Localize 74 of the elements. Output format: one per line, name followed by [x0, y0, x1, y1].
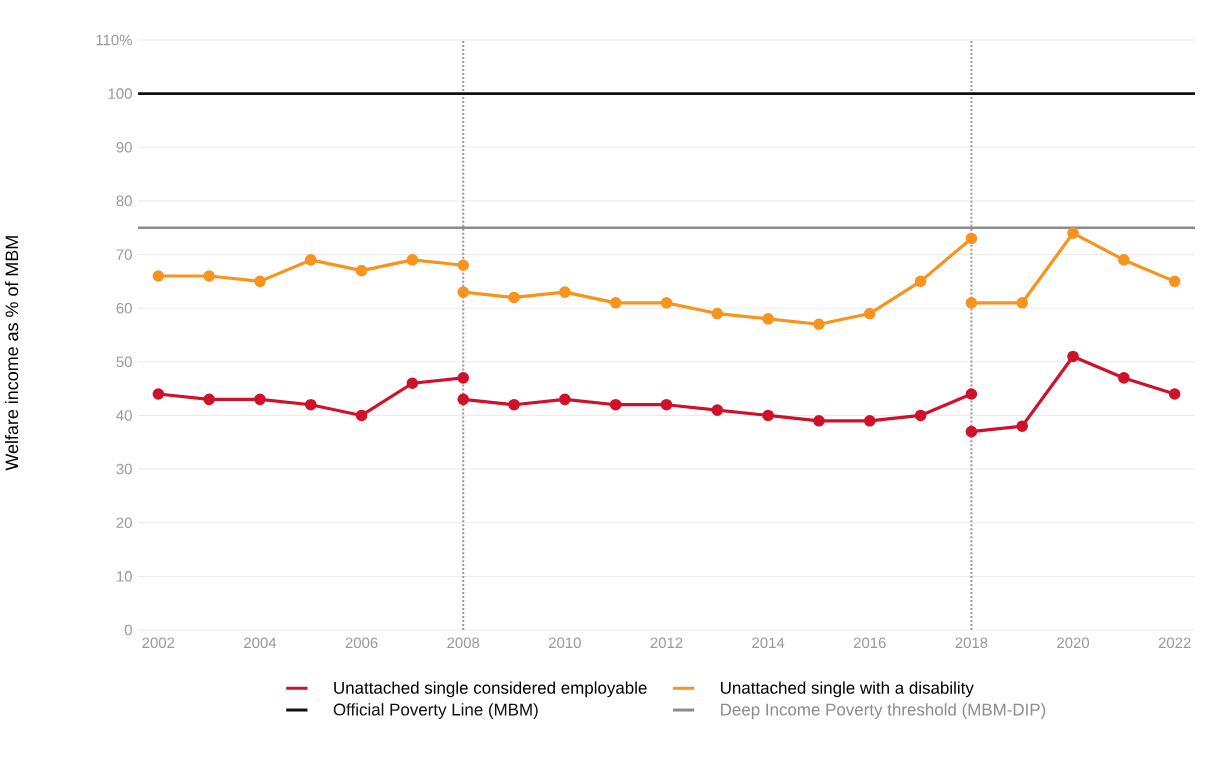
point — [711, 307, 724, 320]
point — [1067, 350, 1079, 363]
point — [406, 254, 419, 266]
x-tick-label: 2006 — [345, 637, 378, 649]
point — [813, 318, 825, 331]
point — [813, 415, 825, 427]
point — [355, 409, 368, 422]
point — [609, 297, 622, 309]
point — [304, 398, 317, 411]
point — [152, 270, 165, 282]
point — [660, 398, 673, 411]
point — [762, 409, 774, 422]
x-tick-label: 2004 — [244, 637, 277, 649]
point — [965, 232, 978, 245]
point — [203, 270, 215, 282]
y-tick-label: 20 — [116, 517, 132, 529]
point — [914, 275, 927, 288]
point — [457, 286, 470, 298]
point — [965, 388, 978, 400]
y-tick-label: 10 — [117, 571, 132, 582]
x-tick-label: 2010 — [548, 637, 581, 649]
x-tick-label: 2012 — [650, 637, 683, 649]
y-tick-label: 70 — [116, 249, 132, 260]
y-tick-label: 50 — [116, 356, 132, 368]
point — [914, 409, 927, 422]
y-tick-label: 90 — [116, 141, 132, 153]
point — [1067, 227, 1079, 239]
point — [1016, 420, 1029, 432]
x-tick-label: 2016 — [853, 637, 886, 649]
point — [965, 297, 978, 309]
point — [508, 398, 520, 411]
point — [660, 297, 673, 309]
x-tick-label: 2022 — [1158, 637, 1191, 649]
point — [863, 307, 876, 320]
y-tick-label: 0 — [124, 624, 132, 636]
legend-label: Unattached single considered employable — [334, 681, 647, 698]
x-tick-label: 2020 — [1057, 637, 1090, 649]
point — [1118, 254, 1130, 266]
point — [304, 254, 317, 266]
legend-label: Official Poverty Line (MBM) — [333, 703, 538, 719]
x-tick-label: 2008 — [447, 637, 480, 649]
point — [457, 259, 470, 272]
y-tick-label: 60 — [116, 302, 132, 314]
point — [254, 393, 266, 406]
x-tick-label: 2002 — [142, 637, 175, 649]
point — [965, 425, 978, 438]
y-axis-title: Welfare income as % of MBM — [5, 236, 19, 471]
legend-label: Deep Income Poverty threshold (MBM-DIP) — [721, 703, 1046, 719]
x-tick-label: 2014 — [752, 637, 785, 649]
legend-label: Unattached single with a disability — [720, 681, 974, 698]
point — [1168, 275, 1181, 288]
y-tick-label: 100 — [108, 88, 132, 99]
y-tick-label: 80 — [116, 195, 132, 207]
point — [711, 404, 724, 416]
point — [508, 291, 520, 304]
point — [1168, 388, 1181, 400]
y-tick-label: 40 — [116, 410, 132, 421]
point — [762, 313, 774, 325]
point — [152, 388, 165, 400]
x-tick-label: 2018 — [955, 637, 988, 649]
y-tick-label: 30 — [116, 463, 132, 475]
point — [457, 372, 470, 384]
y-tick-label: 110% — [96, 34, 132, 46]
point — [1118, 372, 1130, 384]
point — [457, 393, 470, 406]
point — [355, 264, 368, 277]
point — [406, 377, 419, 390]
point — [863, 415, 876, 427]
point — [1016, 297, 1029, 309]
point — [203, 393, 215, 406]
point — [559, 286, 571, 298]
point — [254, 275, 266, 288]
point — [609, 398, 622, 411]
point — [559, 393, 571, 406]
